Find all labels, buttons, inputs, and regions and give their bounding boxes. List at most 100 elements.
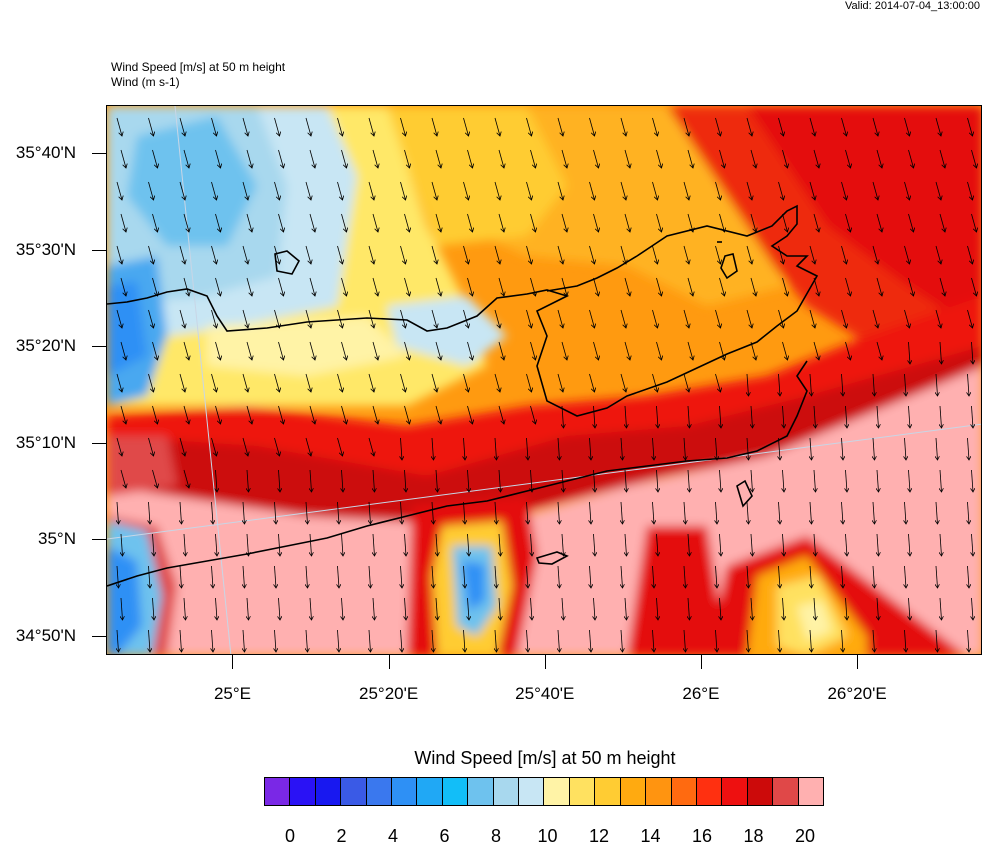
wind-arrow: [972, 469, 974, 492]
wind-arrow: [116, 373, 122, 392]
colorbar-label: 16: [691, 826, 713, 846]
wind-arrow: [148, 373, 154, 392]
colorbar-swatch: [442, 778, 469, 805]
wind-arrow: [621, 629, 623, 652]
wind-arrow: [813, 341, 819, 360]
wind-arrow: [116, 309, 122, 328]
wind-arrow: [751, 533, 753, 556]
wind-arrow: [467, 341, 473, 360]
wind-arrow: [688, 469, 690, 492]
wind-arrow: [149, 565, 151, 588]
wind-arrow: [527, 437, 529, 460]
wind-arrow: [149, 629, 151, 652]
wind-arrow: [783, 405, 785, 428]
wind-arrow: [341, 405, 347, 424]
wind-arrow: [558, 501, 560, 524]
wind-arrow: [809, 181, 815, 200]
wind-arrow: [624, 149, 630, 168]
wind-speed-colorbar: [264, 777, 824, 806]
wind-arrow: [719, 277, 725, 296]
wind-arrow: [305, 373, 311, 392]
wind-arrow: [464, 565, 466, 588]
wind-arrow: [246, 277, 252, 296]
wind-arrow: [337, 181, 343, 200]
wind-arrow: [183, 341, 189, 360]
wind-arrow: [464, 629, 466, 652]
colorbar-swatch: [366, 778, 393, 805]
wind-arrow: [652, 117, 658, 136]
wind-arrow: [590, 629, 592, 652]
wind-arrow: [876, 341, 882, 360]
wind-arrow: [562, 405, 564, 428]
colorbar-label: 18: [743, 826, 764, 846]
wind-arrow: [215, 341, 221, 360]
wind-arrow: [561, 149, 567, 168]
colorbar-swatch: [747, 778, 774, 805]
wind-arrow: [656, 277, 662, 296]
wind-arrow: [653, 437, 655, 460]
wind-arrow: [842, 629, 844, 652]
wind-arrow: [274, 245, 280, 264]
wind-arrow: [372, 405, 378, 424]
wind-arrow: [305, 181, 311, 200]
wind-arrow: [683, 117, 689, 136]
wind-arrow: [940, 341, 942, 364]
wind-arrow: [527, 501, 529, 524]
wind-arrow: [247, 597, 249, 620]
wind-arrow: [720, 597, 722, 620]
longitude-tick: [232, 655, 234, 669]
wind-arrow: [372, 277, 378, 296]
wind-arrow: [179, 245, 185, 264]
wind-arrow: [274, 373, 280, 392]
wind-arrow: [306, 501, 308, 524]
colorbar-label: 10: [537, 826, 558, 846]
wind-arrow: [243, 501, 245, 524]
wind-arrow: [779, 437, 781, 460]
wind-arrow: [342, 533, 344, 556]
wind-arrow: [751, 405, 753, 428]
wind-arrow: [498, 341, 504, 360]
wind-arrow: [120, 149, 126, 168]
wind-arrow: [716, 565, 718, 588]
wind-arrow: [153, 597, 155, 620]
wind-arrow: [310, 469, 312, 492]
wind-arrow: [621, 501, 623, 524]
wind-arrow: [841, 245, 847, 264]
wind-arrow: [624, 341, 630, 360]
wind-arrow: [179, 309, 185, 328]
wind-arrow: [971, 213, 977, 232]
wind-arrow: [873, 629, 875, 652]
wind-arrow: [305, 245, 311, 264]
wind-arrow: [652, 181, 658, 200]
wind-arrow: [152, 469, 158, 488]
wind-arrow: [783, 533, 785, 556]
wind-arrow: [310, 533, 312, 556]
wind-arrow: [435, 213, 441, 232]
wind-arrow: [877, 405, 879, 428]
wind-arrow: [846, 597, 848, 620]
wind-arrow: [530, 149, 536, 168]
wind-arrow: [909, 597, 911, 620]
wind-arrow: [494, 117, 500, 136]
wind-speed-map[interactable]: [106, 105, 982, 655]
wind-arrow: [809, 245, 815, 264]
wind-arrow: [369, 629, 371, 652]
wind-arrow: [435, 405, 441, 424]
wind-arrow: [935, 245, 941, 264]
wind-arrow: [309, 149, 315, 168]
wind-arrow: [527, 629, 529, 652]
wind-arrow: [778, 117, 784, 136]
wind-arrow: [908, 149, 914, 168]
wind-arrow: [716, 501, 718, 524]
wind-arrow: [940, 405, 942, 428]
wind-arrow: [400, 373, 406, 392]
wind-arrow: [841, 181, 847, 200]
wind-arrow: [464, 501, 466, 524]
wind-arrow: [594, 405, 596, 428]
wind-arrow: [652, 309, 658, 328]
wind-arrow: [778, 309, 784, 328]
wind-arrow: [688, 597, 690, 620]
wind-arrow: [401, 629, 403, 652]
wind-arrow: [841, 309, 847, 328]
wind-arrow: [342, 597, 344, 620]
